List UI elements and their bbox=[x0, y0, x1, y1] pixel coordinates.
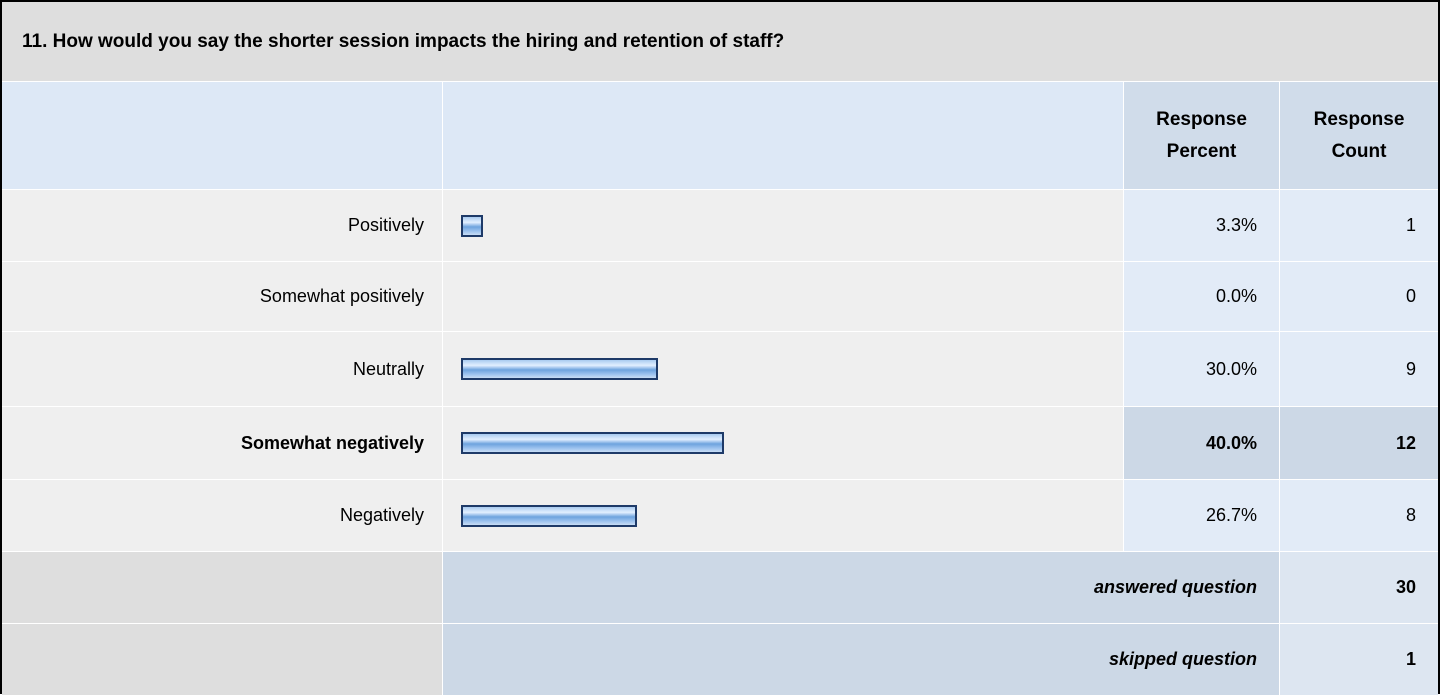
question-title: 11. How would you say the shorter sessio… bbox=[2, 2, 1438, 82]
response-percent: 0.0% bbox=[1124, 262, 1280, 331]
answer-label: Positively bbox=[2, 190, 443, 261]
answer-label: Somewhat positively bbox=[2, 262, 443, 331]
answer-row: Somewhat positively 0.0% 0 bbox=[2, 262, 1438, 332]
summary-row: skipped question 1 bbox=[2, 624, 1438, 696]
summary-label: answered question bbox=[443, 552, 1280, 623]
response-percent: 26.7% bbox=[1124, 480, 1280, 551]
answer-label: Negatively bbox=[2, 480, 443, 551]
bar bbox=[461, 214, 483, 237]
summary-blank bbox=[2, 552, 443, 623]
answer-row: Negatively 26.7% 8 bbox=[2, 480, 1438, 552]
bar bbox=[461, 504, 637, 527]
summary-label: skipped question bbox=[443, 624, 1280, 695]
bar-cell bbox=[443, 262, 1124, 331]
answer-row: Positively 3.3% 1 bbox=[2, 190, 1438, 262]
bar-track bbox=[461, 432, 1119, 454]
header-percent: Response Percent bbox=[1124, 82, 1280, 189]
bar bbox=[461, 358, 659, 380]
header-count: Response Count bbox=[1280, 82, 1438, 189]
bar-track bbox=[461, 504, 1119, 527]
header-cell bbox=[443, 82, 1124, 189]
bar-cell bbox=[443, 480, 1124, 551]
header-cell bbox=[2, 82, 443, 189]
response-percent: 3.3% bbox=[1124, 190, 1280, 261]
bar bbox=[461, 432, 725, 454]
summary-count: 1 bbox=[1280, 624, 1438, 695]
response-percent: 40.0% bbox=[1124, 407, 1280, 479]
summary-blank bbox=[2, 624, 443, 695]
response-percent: 30.0% bbox=[1124, 332, 1280, 406]
header-row: Response Percent Response Count bbox=[2, 82, 1438, 190]
answer-row: Somewhat negatively 40.0% 12 bbox=[2, 407, 1438, 480]
response-count: 8 bbox=[1280, 480, 1438, 551]
answer-label: Neutrally bbox=[2, 332, 443, 406]
bar-cell bbox=[443, 332, 1124, 406]
answer-label: Somewhat negatively bbox=[2, 407, 443, 479]
answer-row: Neutrally 30.0% 9 bbox=[2, 332, 1438, 407]
summary-count: 30 bbox=[1280, 552, 1438, 623]
bar-cell bbox=[443, 407, 1124, 479]
response-count: 9 bbox=[1280, 332, 1438, 406]
bar-track bbox=[461, 286, 1119, 308]
summary-row: answered question 30 bbox=[2, 552, 1438, 624]
response-count: 1 bbox=[1280, 190, 1438, 261]
response-count: 0 bbox=[1280, 262, 1438, 331]
bar-cell bbox=[443, 190, 1124, 261]
bar-track bbox=[461, 358, 1119, 380]
response-count: 12 bbox=[1280, 407, 1438, 479]
bar-track bbox=[461, 214, 1119, 237]
